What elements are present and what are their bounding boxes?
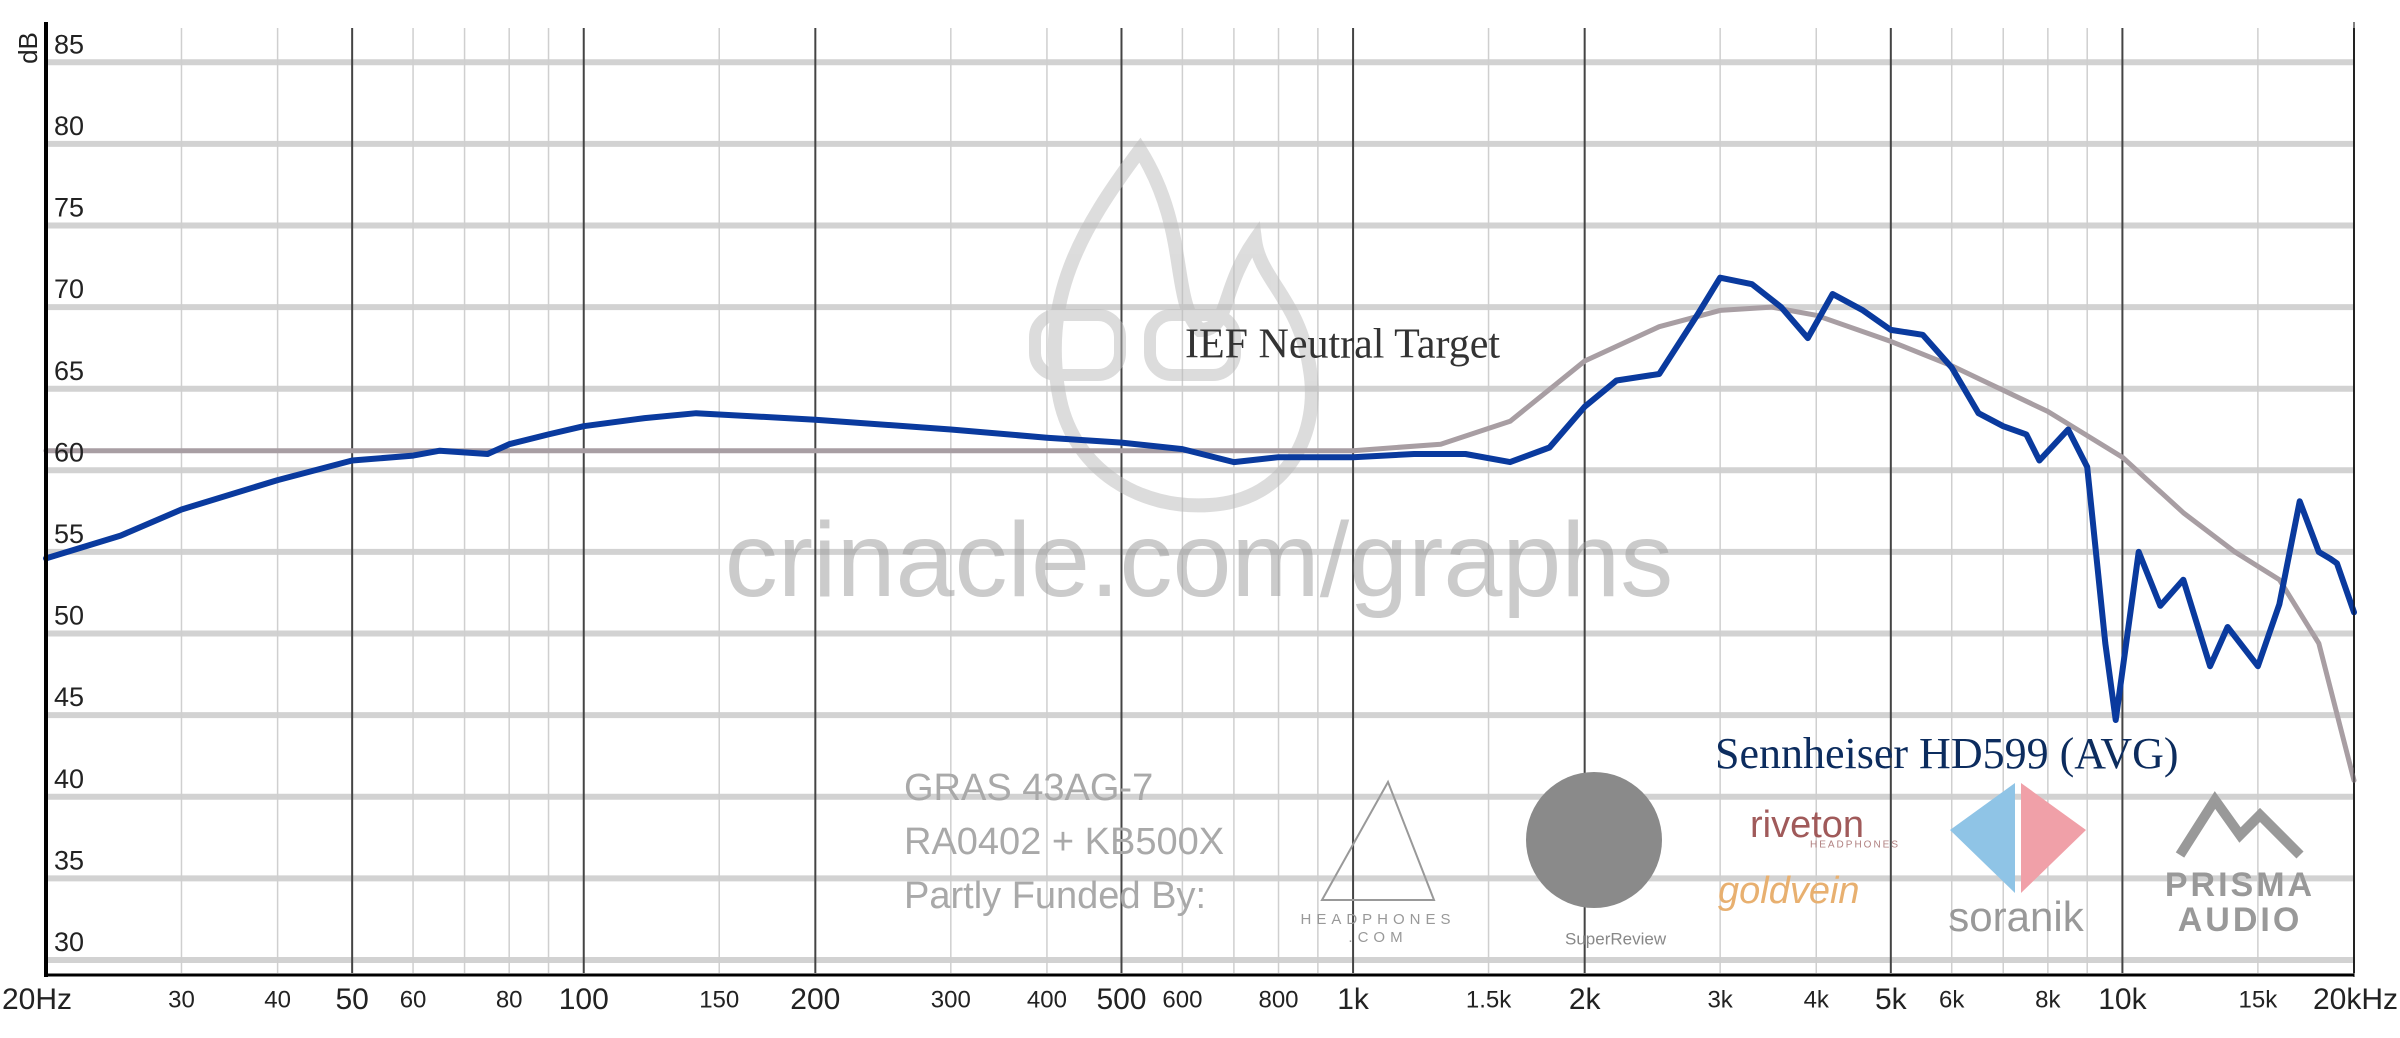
x-tick-label: 15k [2239,986,2279,1013]
sponsors: HEADPHONES .COM SuperReview riveton HEAD… [1300,772,2315,948]
x-tick-label: 2k [1569,983,1602,1016]
rig-note: Partly Funded By: [904,875,1206,917]
x-tick-label: 80 [496,986,523,1013]
watermark-text: crinacle.com/graphs [725,501,1674,619]
rig-note: RA0402 + KB500X [904,821,1224,863]
logo-shape [2021,783,2086,893]
x-tick-label: 20kHz [2313,983,2398,1016]
sponsor-text: PRISMA [2165,866,2315,904]
x-tick-label: 800 [1258,986,1298,1013]
sponsor-text: SuperReview [1565,929,1667,948]
sponsor-text: riveton [1750,804,1864,846]
sponsor-text: HEADPHONES [1810,840,1900,851]
x-tick-label: 20Hz [2,983,72,1016]
y-axis-label: dB [13,32,43,64]
watermark-layer: crinacle.com/graphs [725,137,1674,619]
x-tick-label: 50 [335,983,368,1016]
logo-glasses [1029,309,1126,381]
logo-shape [1950,783,2015,893]
x-tick-label: 300 [931,986,971,1013]
y-tick-label: 75 [54,193,84,223]
y-tick-label: 60 [54,437,84,467]
y-tick-label: 50 [54,601,84,631]
logo-shape [1526,772,1662,908]
x-tick-label: 500 [1096,983,1146,1016]
logo-shape [2175,791,2304,859]
series-line [43,274,2357,723]
logo-shape [1320,779,1436,901]
y-tick-label: 45 [54,682,84,712]
x-tick-label: 100 [559,983,609,1016]
y-tick-label: 55 [54,519,84,549]
sponsor-text: goldvein [1718,870,1860,912]
sponsor-text: AUDIO [2178,901,2303,939]
x-tick-label: 3k [1707,986,1733,1013]
series-line [43,304,2357,783]
x-tick-label: 6k [1939,986,1965,1013]
y-tick-label: 70 [54,274,84,304]
x-tick-label: 10k [2098,983,2147,1016]
x-tick-label: 30 [168,986,195,1013]
logo-glasses [1144,309,1241,381]
x-tick-label: 5k [1875,983,1908,1016]
x-tick-label: 600 [1162,986,1202,1013]
legend-label: IEF Neutral Target [1185,322,1500,368]
x-tick-label: 400 [1027,986,1067,1013]
x-tick-label: 4k [1804,986,1830,1013]
axes: 30 35 40 45 50 55 60 65 70 75 80 85 20Hz 30 40 50 60 80 10… [2,22,2398,1016]
x-tick-label: 150 [699,986,739,1013]
legend-label: Sennheiser HD599 (AVG) [1715,729,2179,778]
annotations: GRAS 43AG-7 RA0402 + KB500X Partly Funde… [904,767,1224,917]
y-tick-label: 65 [54,356,84,386]
series-layer: IEF Neutral Target Sennheiser HD599 (AVG) [43,274,2357,783]
y-tick-label: 35 [54,845,84,875]
x-tick-label: 60 [400,986,427,1013]
x-tick-label: 8k [2035,986,2061,1013]
y-tick-label: 80 [54,111,84,141]
y-tick-label: 85 [54,29,84,59]
x-tick-label: 200 [790,983,840,1016]
y-tick-label: 30 [54,927,84,957]
x-tick-label: 1k [1337,983,1370,1016]
sponsor-text: .COM [1348,929,1407,946]
sponsor-text: soranik [1948,893,2084,940]
y-tick-label: 40 [54,764,84,794]
x-tick-label: 40 [264,986,291,1013]
rig-note: GRAS 43AG-7 [904,767,1153,809]
sponsor-text: HEADPHONES [1300,911,1455,928]
x-tick-label: 1.5k [1466,986,1512,1013]
